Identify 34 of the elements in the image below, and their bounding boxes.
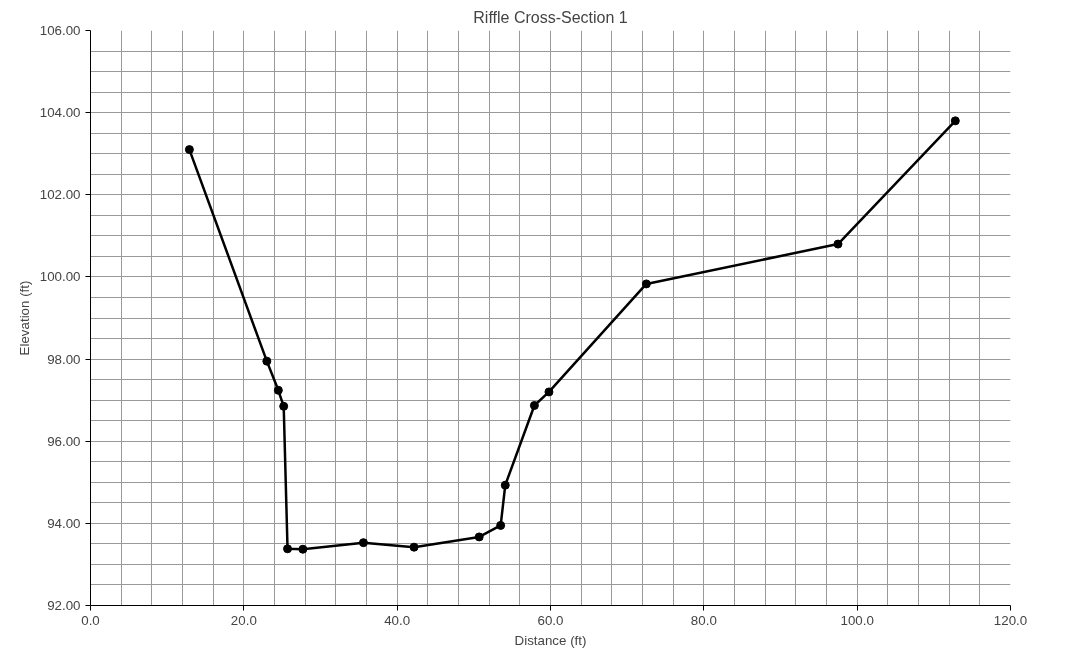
point: [273, 385, 283, 395]
point: [496, 520, 506, 530]
point: [184, 145, 194, 155]
x-tick-label: 100.0: [840, 612, 874, 628]
point: [529, 400, 539, 410]
y-tick-label: 94.00: [47, 515, 81, 531]
y-tick-label: 96.00: [47, 433, 81, 449]
point: [279, 401, 289, 411]
y-tick-label: 104.00: [39, 105, 81, 121]
point: [298, 544, 308, 554]
x-tick-label: 80.0: [690, 612, 717, 628]
x-tick-label: 40.0: [384, 612, 411, 628]
x-tick-label: 20.0: [230, 612, 257, 628]
y-tick-label: 98.00: [47, 351, 81, 367]
x-tick-label: 120.0: [993, 612, 1028, 628]
point: [358, 538, 368, 548]
point: [833, 239, 843, 249]
point: [409, 542, 419, 552]
x-tick-label: 0.0: [81, 612, 100, 628]
y-tick-label: 106.00: [39, 23, 81, 38]
point: [641, 279, 651, 289]
point: [262, 356, 272, 366]
y-tick-label: 102.00: [39, 187, 81, 203]
chart-title: Riffle Cross-Section 1: [473, 8, 628, 26]
point: [950, 116, 960, 126]
y-tick-label: 100.00: [39, 269, 81, 285]
point: [544, 387, 554, 397]
x-axis-title: Distance (ft): [514, 632, 587, 648]
y-tick-label: 92.00: [47, 598, 81, 613]
point: [283, 544, 293, 554]
point: [474, 532, 484, 542]
point: [500, 480, 510, 490]
x-tick-label: 60.0: [537, 612, 564, 628]
y-axis-title: Elevation (ft): [16, 280, 32, 356]
